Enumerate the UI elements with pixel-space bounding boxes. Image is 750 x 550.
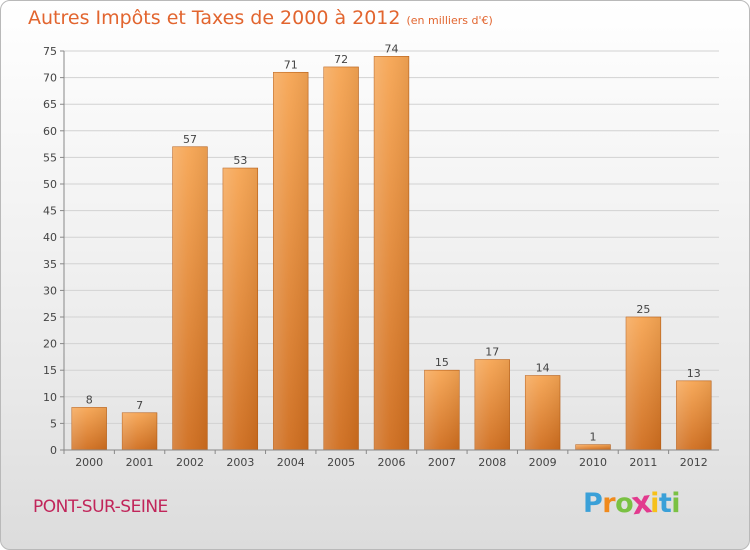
chart-title-text: Autres Impôts et Taxes de 2000 à 2012 [28, 7, 401, 29]
axis-layer: 0 5 10 15 20 25 30 35 40 45 50 55 60 65 70 75 2000 2001 20… [43, 45, 719, 469]
data-label: 71 [284, 58, 298, 71]
y-tick-label: 30 [43, 284, 57, 297]
data-label: 15 [435, 356, 449, 369]
bar-shine-2002 [172, 146, 208, 450]
logo-letter: o [615, 488, 634, 519]
data-label: 8 [86, 393, 93, 406]
chart-title: Autres Impôts et Taxes de 2000 à 2012 (en… [28, 7, 493, 29]
bar-shine-2005 [323, 66, 359, 451]
x-tick-label: 2006 [378, 456, 406, 469]
data-label: 14 [536, 362, 550, 375]
bar-shine-2008 [474, 359, 510, 450]
x-tick-label: 2002 [176, 456, 204, 469]
data-label: 13 [687, 367, 701, 380]
y-tick-label: 25 [43, 311, 57, 324]
logo-letter: i [671, 488, 681, 519]
bar-shine-2006 [374, 56, 409, 450]
x-tick-label: 2011 [629, 456, 657, 469]
x-tick-label: 2008 [478, 456, 506, 469]
data-label: 72 [334, 53, 348, 66]
y-tick-label: 75 [43, 45, 57, 58]
location-name: PONT-SUR-SEINE [33, 497, 168, 517]
y-tick-label: 50 [43, 178, 57, 191]
y-tick-label: 35 [43, 258, 57, 271]
y-tick-label: 20 [43, 338, 57, 351]
y-tick-label: 45 [43, 205, 57, 218]
bar-shine-2000 [71, 407, 107, 450]
y-tick-label: 40 [43, 231, 57, 244]
bar-shine-2012 [676, 380, 712, 450]
bar-shine-2007 [424, 370, 460, 450]
label-layer: 8 7 57 53 71 72 74 15 17 14 1 25 13 [86, 42, 701, 443]
bar-shine-2009 [525, 375, 561, 450]
logo-letter: t [658, 488, 672, 519]
proxiti-logo: Proxiti [583, 484, 681, 522]
y-tick-label: 5 [50, 417, 57, 430]
x-tick-label: 2012 [680, 456, 708, 469]
x-tick-label: 2010 [579, 456, 607, 469]
bar-shine-2004 [273, 72, 309, 450]
bar-shine-2011 [626, 317, 661, 450]
logo-letter: P [583, 488, 603, 519]
logo-letter: i [650, 488, 659, 519]
x-tick-label: 2009 [529, 456, 557, 469]
x-tick-label: 2005 [327, 456, 355, 469]
data-label: 7 [136, 399, 143, 412]
x-tick-label: 2003 [226, 456, 254, 469]
y-tick-label: 65 [43, 98, 57, 111]
data-label: 53 [233, 154, 247, 167]
data-label: 1 [590, 431, 597, 444]
bar-shine-2003 [222, 168, 258, 451]
y-tick-label: 10 [43, 391, 57, 404]
bar-layer [71, 56, 712, 451]
y-tick-label: 15 [43, 364, 57, 377]
data-label: 25 [636, 303, 650, 316]
logo-letter: r [602, 488, 616, 519]
x-tick-label: 2001 [126, 456, 154, 469]
y-tick-label: 55 [43, 151, 57, 164]
x-tick-label: 2004 [277, 456, 305, 469]
data-label: 17 [485, 346, 499, 359]
data-label: 74 [385, 42, 399, 55]
x-tick-label: 2007 [428, 456, 456, 469]
y-tick-label: 70 [43, 72, 57, 85]
bar-shine-2001 [122, 412, 157, 450]
y-tick-label: 60 [43, 125, 57, 138]
x-tick-label: 2000 [75, 456, 103, 469]
y-tick-label: 0 [50, 444, 57, 457]
chart-unit-note: (en milliers d'€) [406, 14, 493, 27]
bar-shine-2010 [575, 444, 611, 450]
data-label: 57 [183, 133, 197, 146]
